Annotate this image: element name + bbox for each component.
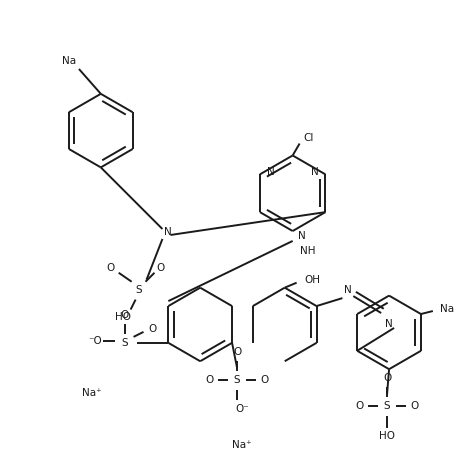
Text: HO: HO [379,431,395,441]
Text: O: O [120,310,129,320]
Text: Na: Na [440,304,454,314]
Text: O: O [261,375,269,384]
Text: O: O [355,401,363,411]
Text: N: N [164,227,171,237]
Text: O: O [383,373,391,383]
Text: N: N [345,285,352,295]
Text: S: S [234,375,240,384]
Text: N: N [385,319,393,329]
Text: Na: Na [62,56,76,66]
Text: N: N [267,167,274,178]
Text: O⁻: O⁻ [235,404,249,414]
Text: N: N [311,167,318,178]
Text: S: S [121,338,128,348]
Text: HO: HO [115,313,131,322]
Text: OH: OH [305,275,321,285]
Text: S: S [135,285,142,295]
Text: O: O [149,324,157,334]
Text: O: O [233,347,241,357]
Text: Na⁺: Na⁺ [82,388,102,397]
Text: O: O [411,401,419,411]
Text: S: S [384,401,391,411]
Text: O: O [107,263,115,273]
Text: NH: NH [300,246,315,256]
Text: N: N [298,231,306,241]
Text: ⁻O: ⁻O [88,336,102,346]
Text: O: O [205,375,213,384]
Text: Cl: Cl [303,132,314,143]
Text: O: O [157,263,164,273]
Text: Na⁺: Na⁺ [232,440,252,450]
